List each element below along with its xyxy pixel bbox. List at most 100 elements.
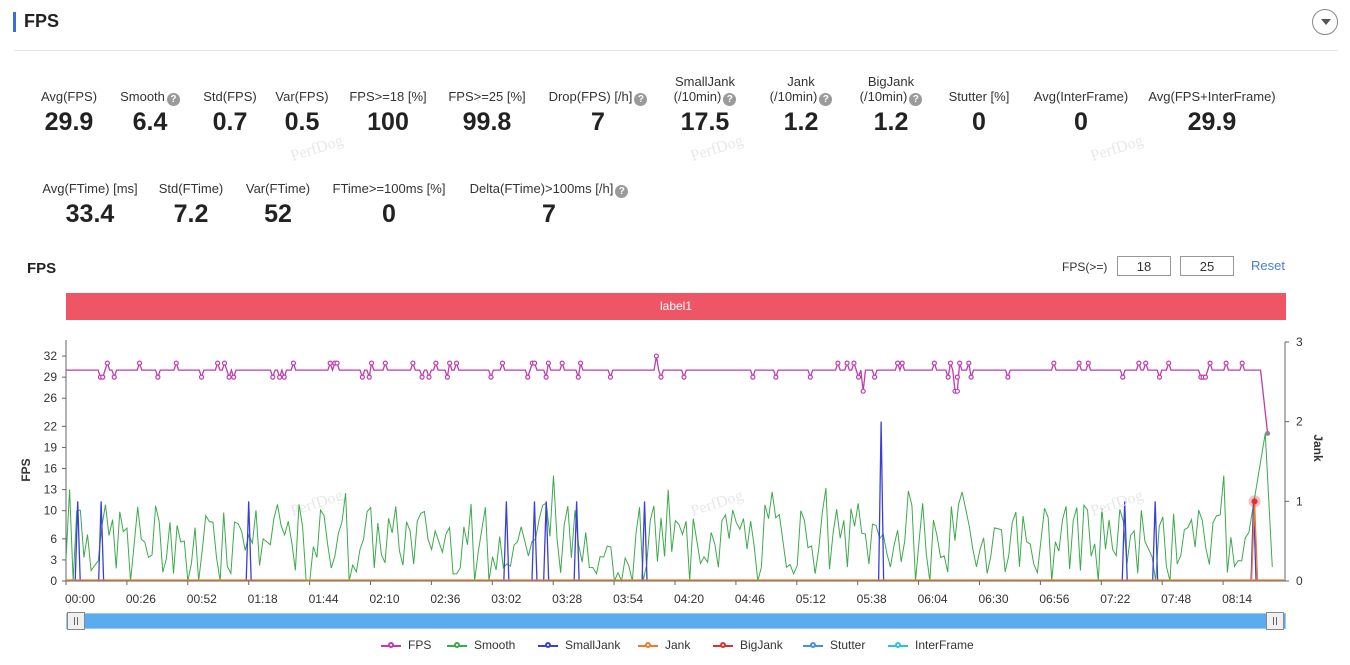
label-band[interactable]: label1 [66,293,1286,320]
fps-threshold-low-input[interactable] [1117,256,1171,276]
fps-threshold-high-input[interactable] [1180,256,1234,276]
y-left-axis-label: FPS [19,458,33,481]
y-right-tick-label: 2 [1296,415,1303,429]
y-left-tick-label: 29 [44,370,58,384]
y-left-tick-label: 32 [44,349,58,363]
fps-point [1085,360,1091,366]
metric-label: Var(FTime) [245,181,311,196]
fps-point [419,374,425,380]
reset-button[interactable]: Reset [1251,258,1285,273]
metric-value: 1.2 [783,108,819,136]
metric-value: 99.8 [462,108,512,136]
metric-label-unit: (/10min) [769,89,818,104]
title-accent-bar [13,12,16,32]
help-icon[interactable]: ? [615,185,629,198]
fps-point [681,374,687,380]
zoom-slider-track[interactable] [66,613,1286,629]
fps-point [499,360,506,366]
fps-point [658,374,664,380]
fps-point [447,360,453,366]
collapse-chevron-icon[interactable] [1312,9,1338,35]
smalljank-spike [877,421,885,582]
fps-point [290,360,297,366]
metric-smalljank: SmallJank (/10min)? 17.5 [625,74,785,144]
help-icon[interactable]: ? [723,93,737,106]
metric-label: FTime>=100ms [%] [332,181,446,196]
smalljank-spike [1121,501,1128,582]
x-tick-label: 02:10 [369,592,399,606]
fps-point [872,374,878,380]
fps-point [488,374,494,380]
fps-point [1207,360,1213,366]
metric-label: Jank [787,74,815,89]
fps-point [895,360,901,366]
legend-marker-icon [888,642,908,648]
metric-var-fps: Var(FPS) 0.5 [222,74,382,144]
chart-title: FPS [27,260,57,277]
fps-point [221,360,228,366]
x-tick-label: 00:26 [126,592,156,606]
x-tick-label: 02:36 [430,592,460,606]
metric-label: Avg(FTime) [ms] [42,181,138,196]
zoom-slider-right-handle[interactable] [1266,612,1284,630]
smalljank-spike [1152,501,1159,582]
metric-label: BigJank [867,74,915,89]
fps-point [543,374,549,380]
y-right-tick-label: 0 [1296,574,1303,588]
metric-avg-fps: Avg(FPS) 29.9 [0,74,149,144]
metric-value: 29.9 [1187,108,1237,136]
fps-point [215,360,221,366]
fps-point [559,360,565,366]
fps-point [368,360,375,366]
metric-label: Smooth [120,89,165,104]
panel-header: FPS [0,0,1350,50]
bigjank-point [1251,498,1258,505]
fps-point [532,360,538,366]
metric-std-fps: Std(FPS) 0.7 [150,74,310,144]
metric-label: SmallJank [675,74,735,89]
y-left-tick-label: 3 [50,553,57,567]
help-icon[interactable]: ? [909,93,923,106]
fps-point [334,360,340,366]
y-right-tick-label: 3 [1296,335,1303,349]
metric-label: Avg(FPS+InterFrame) [1148,89,1276,104]
metric-label: Drop(FPS) [/h] [548,89,633,104]
fps-point [1202,374,1209,380]
fps-point [444,374,450,380]
fps-point [155,374,161,380]
help-icon[interactable]: ? [166,93,180,106]
fps-point [966,360,972,366]
fps-point [1076,360,1082,366]
metric-value: 0.7 [212,108,248,136]
fps-point [968,374,974,380]
x-tick-label: 01:44 [309,592,339,606]
zoom-slider-left-handle[interactable] [67,612,85,630]
metric-var-ftime: Var(FTime) 52 [198,166,358,236]
fps-point [1239,360,1245,366]
x-tick-label: 05:38 [857,592,887,606]
metric-stutter: Stutter [%] 0 [899,74,1059,144]
metric-label: FPS>=18 [%] [349,89,427,104]
smalljank-spike [641,501,648,582]
y-right-tick-label: 1 [1296,494,1303,508]
help-icon[interactable]: ? [819,93,833,106]
x-tick-label: 03:54 [613,592,643,606]
metric-drop-fps-h: Drop(FPS) [/h]? 7 [518,74,678,144]
metric-value: 0 [972,108,986,136]
legend-label: InterFrame [915,638,974,652]
fps-point [807,374,813,380]
fps-point [860,388,866,394]
fps-line-chart[interactable]: 0 3 6 10 13 16 19 22 26 29 32 0 1 2 3 FPS Jank 00:00 00:26… [0,320,1350,610]
fps-point [835,360,841,366]
fps-point [366,374,372,380]
fps-point [1223,360,1229,366]
fps-point [1156,374,1163,380]
metric-value: 17.5 [680,108,730,136]
fps-point [525,374,531,380]
help-icon[interactable]: ? [634,93,648,106]
metric-label: Avg(InterFrame) [1033,89,1129,104]
fps-last-point [1265,430,1271,436]
legend-marker-icon [713,642,733,648]
metric-std-ftime: Std(FTime) 7.2 [111,166,271,236]
fps-point [577,360,584,366]
